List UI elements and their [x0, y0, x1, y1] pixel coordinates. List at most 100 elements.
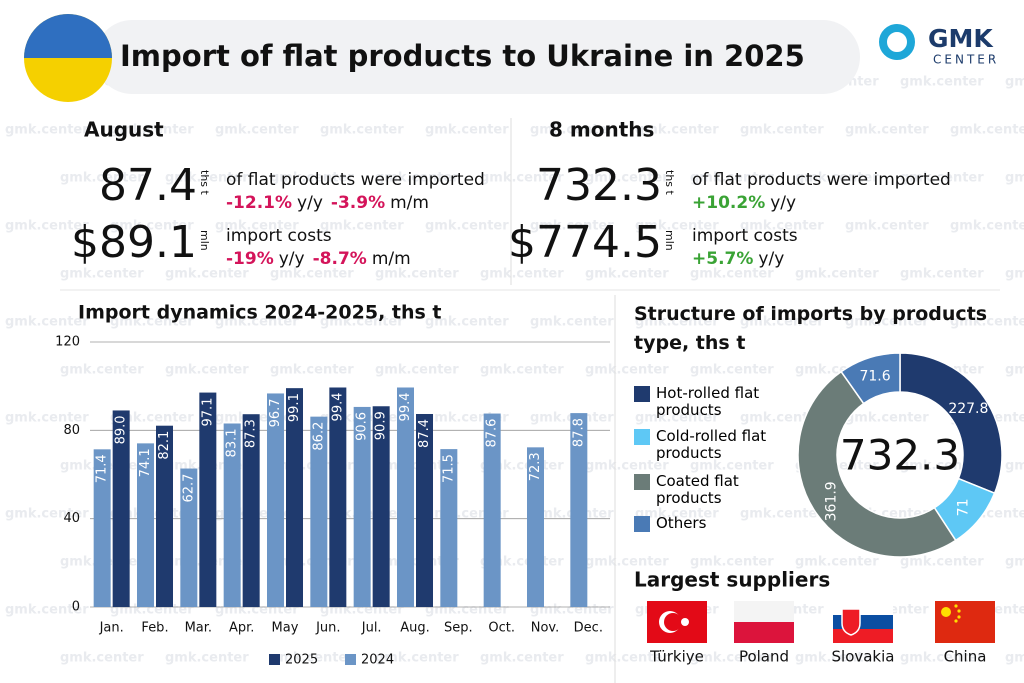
- watermark: gmk.center: [795, 555, 879, 570]
- bar: [310, 416, 328, 607]
- watermark: gmk.center: [270, 363, 354, 378]
- watermark: gmk.center: [585, 363, 669, 378]
- value-label: 87.3: [244, 419, 259, 448]
- watermark: gmk.center: [900, 555, 984, 570]
- change-unit: y/y: [770, 193, 796, 213]
- watermark: gmk.center: [5, 123, 89, 138]
- legend-swatch: [634, 516, 650, 532]
- watermark: gmk.center: [1005, 363, 1024, 378]
- value-label: 71.6: [859, 368, 890, 384]
- value-label: 99.1: [287, 393, 302, 422]
- watermark: gmk.center: [585, 267, 669, 282]
- title-banner: [95, 20, 860, 94]
- bar: [440, 449, 458, 607]
- value-label: 90.6: [355, 412, 370, 441]
- watermark: gmk.center: [690, 171, 774, 186]
- watermark: gmk.center: [795, 267, 879, 282]
- watermark: gmk.center: [5, 507, 89, 522]
- change: -3.9%: [331, 193, 385, 213]
- value-label: 96.7: [268, 398, 283, 427]
- bar: [223, 423, 241, 607]
- kpi-text: of flat products were imported: [226, 170, 485, 190]
- kpi-value: 87.4: [99, 160, 197, 211]
- watermark: gmk.center: [320, 219, 404, 234]
- bar: [286, 388, 303, 607]
- watermark: gmk.center: [635, 315, 719, 330]
- value-label: 227.8: [948, 401, 988, 417]
- value-label: 71.4: [95, 454, 110, 483]
- value-label: 89.0: [114, 415, 129, 444]
- legend-swatch: [634, 386, 650, 402]
- watermark: gmk.center: [480, 171, 564, 186]
- watermark: gmk.center: [950, 123, 1024, 138]
- watermark: gmk.center: [375, 363, 459, 378]
- legend-label: Cold-rolled flat products: [656, 427, 767, 462]
- watermark: gmk.center: [530, 123, 614, 138]
- kpi-change: +10.2% y/y: [692, 193, 796, 213]
- value-label: 87.8: [571, 418, 586, 447]
- donut-slice: [899, 352, 1003, 495]
- watermark: gmk.center: [480, 363, 564, 378]
- watermark: gmk.center: [60, 651, 144, 666]
- watermark: gmk.center: [690, 363, 774, 378]
- x-tick-label: Mar.: [185, 621, 212, 636]
- watermark: gmk.center: [375, 267, 459, 282]
- watermark: gmk.center: [530, 219, 614, 234]
- kpi-unit: ths t: [198, 170, 211, 196]
- watermark: gmk.center: [165, 363, 249, 378]
- watermark: gmk.center: [900, 651, 984, 666]
- legend-item: Cold-rolled flat products: [634, 428, 794, 461]
- watermark: gmk.center: [110, 603, 194, 618]
- watermark: gmk.center: [635, 411, 719, 426]
- heading: Largest suppliers: [634, 568, 830, 592]
- x-tick-label: Jan.: [99, 621, 124, 636]
- donut-slice: [797, 370, 957, 558]
- watermark: gmk.center: [740, 123, 824, 138]
- legend-item: Hot-rolled flat products: [634, 385, 794, 418]
- kpi-unit: mln: [663, 230, 676, 251]
- watermark: gmk.center: [530, 315, 614, 330]
- flag-ukraine-top: [24, 14, 112, 58]
- watermark: gmk.center: [690, 555, 774, 570]
- watermark: gmk.center: [270, 171, 354, 186]
- change: +5.7%: [692, 249, 753, 269]
- bar: [483, 413, 501, 607]
- bar: [93, 449, 111, 607]
- flag-china: [935, 601, 995, 643]
- watermark: gmk.center: [845, 411, 929, 426]
- legend-item: Others: [634, 515, 794, 532]
- watermark: gmk.center: [5, 603, 89, 618]
- watermark: gmk.center: [375, 651, 459, 666]
- kpi-value: 732.3: [536, 160, 662, 211]
- watermark: gmk.center: [845, 315, 929, 330]
- watermark: gmk.center: [375, 171, 459, 186]
- y-tick-label: 40: [63, 511, 80, 526]
- heading: 8 months: [549, 118, 654, 142]
- bar: [156, 425, 173, 607]
- watermark: gmk.center: [5, 315, 89, 330]
- watermark: gmk.center: [215, 219, 299, 234]
- change: -12.1%: [226, 193, 292, 213]
- donut-slice: [840, 352, 901, 405]
- watermark: gmk.center: [425, 219, 509, 234]
- flag-poland: [734, 601, 794, 643]
- watermark: gmk.center: [900, 171, 984, 186]
- legend-swatch: [269, 654, 280, 665]
- kpi-text: of flat products were imported: [692, 170, 951, 190]
- legend-label: Others: [656, 514, 707, 532]
- change: -19%: [226, 249, 274, 269]
- logo-sub: CENTER: [933, 53, 999, 67]
- kpi-unit: ths t: [663, 170, 676, 196]
- legend-swatch: [345, 654, 356, 665]
- watermark: gmk.center: [740, 219, 824, 234]
- change: +10.2%: [692, 193, 765, 213]
- watermark: gmk.center: [110, 219, 194, 234]
- value-label: 74.1: [138, 448, 153, 477]
- x-tick-label: Nov.: [531, 621, 560, 636]
- x-tick-label: Jul.: [361, 621, 382, 636]
- change-unit: y/y: [279, 249, 305, 269]
- y-tick-label: 0: [72, 600, 80, 615]
- watermark: gmk.center: [110, 315, 194, 330]
